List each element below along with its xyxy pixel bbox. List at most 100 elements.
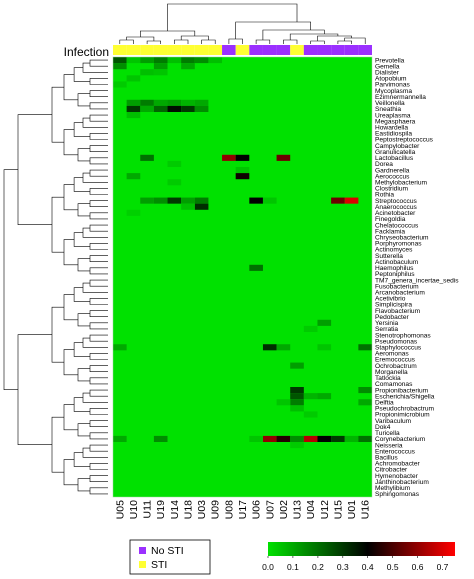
dendrogram-branch [89,267,108,275]
heatmap-frame [112,56,373,498]
row-label: Granulicatella [375,149,416,156]
heatmap-cell [181,203,195,210]
row-label: Sutterella [375,253,403,260]
row-label: Arcanobacterium [375,289,425,296]
heatmap-cell [181,57,195,64]
annotation-cell [276,45,291,55]
row-label: Propionimicrobium [375,412,430,419]
column-label: U19 [155,500,167,519]
dendrogram-branch [89,463,108,470]
row-label: Tatlockia [375,375,401,382]
heatmap-cell [113,81,127,88]
dendrogram-branch [89,59,108,67]
heatmap-cell [194,203,209,210]
dendrogram-branch [89,169,108,177]
row-label: Acinetobacter [375,210,416,217]
row-label: Staphylococcus [375,344,422,351]
row-label: TM7_genera_incertae_sedis [375,277,459,284]
dendrogram-branch [77,258,90,272]
row-label: Actinomyces [375,247,413,254]
annotation-cell [181,45,195,55]
dendrogram-branch [337,40,352,44]
dendrogram-branch [89,133,108,140]
column-labels: U05 U10 U11 U19 U14 U18 U03 U09 U08 U17 U06 U07 U02 U… [114,500,371,519]
colorbar-tick-label: 0.7 [437,562,449,572]
dendrogram-branch [17,334,52,445]
heatmap-cell [153,197,168,204]
annotation-cell [262,45,277,55]
row-label: Stenotrophomonas [375,332,431,339]
row-label: Methylibium [375,485,411,492]
row-label: Ezimnermannella [375,94,426,101]
heatmap-cell [235,173,250,180]
row-label: Gemella [375,63,400,70]
row-label: Serratia [375,326,398,333]
dendrogram-branch [89,279,108,287]
dendrogram-branch [82,117,108,128]
row-label: Haemophilus [375,265,414,272]
row-label: Simplicispira [375,302,412,309]
annotation-cell [140,45,154,55]
row-label: Janthinobacterium [375,479,429,486]
dendrogram-branch [82,392,108,403]
dendrogram-branch [89,114,108,122]
dendrogram-branch [119,39,134,44]
annotation-cell [317,45,332,55]
annotation-cell [208,45,223,55]
dendrogram-branch [73,177,90,192]
dendrogram-branch [126,36,155,41]
infection-legend: No STI STI [129,539,211,575]
column-label: U18 [182,500,194,519]
column-label: U10 [128,500,140,519]
column-label: U13 [292,500,304,519]
heatmap-cell [126,99,141,106]
dendrogram-branch [63,129,78,156]
row-label: Finegoldia [375,216,406,223]
row-label: Acetivibrio [375,296,406,303]
column-label: U05 [114,500,126,519]
heatmap-cell [317,435,332,442]
dendrogram-branch [89,377,108,385]
dendrogram-branch [167,3,298,31]
heatmap-cell [126,173,141,180]
annotation-cell [194,45,209,55]
row-label: Escherichia/Shigella [375,393,435,400]
row-label: Dorea [375,161,393,168]
heatmap-cell [276,399,291,406]
dendrogram-branch [235,21,311,39]
row-label: Neisseria [375,442,403,449]
colorbar-tick-label: 0.4 [362,562,374,572]
row-label: Fusobacterium [375,283,419,290]
row-label: Aerococcus [375,173,410,180]
row-label: Dialister [375,69,400,76]
dendrogram-branch [89,243,108,250]
annotation-cell [344,45,359,55]
column-label: U14 [169,500,181,519]
dendrogram-branch [289,33,339,40]
row-label: Streptococcus [375,198,417,205]
heatmap-cell [262,435,277,442]
dendrogram-branch [89,224,108,232]
heatmap-cell [140,69,154,76]
row-label: Varibaculum [375,418,412,425]
row-labels: PrevotellaGemellaDialisterAtopobiumParvi… [375,57,459,498]
heatmap-cell [290,405,304,412]
dendrogram-branch [63,184,78,211]
dendrogram-branch [63,459,78,486]
column-label: U06 [251,500,263,519]
row-label: Megasphaera [375,118,416,125]
heatmap-cell [194,57,209,64]
heatmap-cell [126,105,141,112]
row-label: Delftia [375,399,394,406]
column-label: U08 [223,500,235,519]
heatmap-cell [113,63,127,70]
legend-swatch [139,547,146,554]
dendrogram-branch [89,432,108,440]
legend-label: No STI [151,545,184,557]
row-label: Actinobaculum [375,259,419,266]
heatmap-cell [126,57,141,64]
column-label: U16 [360,500,372,519]
dendrogram-branch [73,232,90,247]
heatmap-cell [181,99,195,106]
heatmap-cell [222,154,236,161]
